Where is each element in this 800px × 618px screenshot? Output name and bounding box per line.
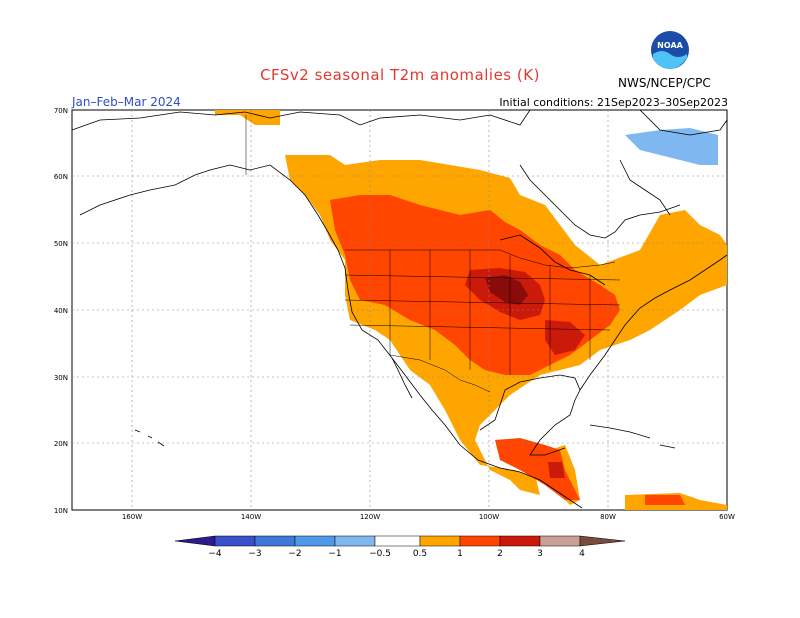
colorbar-label-1: 1: [457, 549, 463, 559]
political-boundaries: [245, 115, 621, 393]
longitude-labels: 160W 140W 120W 100W 80W 60W: [122, 513, 735, 521]
colorbar-label-4: 4: [579, 549, 585, 559]
lon-label-160w: 160W: [122, 513, 142, 521]
noaa-logo-text: NOAA: [657, 41, 683, 50]
colorbar-label-0.5: 0.5: [413, 549, 427, 559]
colorbar-swatch-7: [459, 535, 501, 547]
agency-label: NWS/NCEP/CPC: [618, 76, 711, 90]
anomaly-region-1-2-south: [645, 495, 685, 505]
anomaly-region-neg-0.5-1: [625, 128, 718, 165]
anomaly-region-1-2-mexico: [495, 438, 580, 500]
lat-label-10n: 10N: [54, 507, 68, 515]
colorbar-label-neg2: −2: [288, 549, 301, 559]
lat-label-70n: 70N: [54, 107, 68, 115]
colorbar: −4 −3 −2 −1 −0.5 0.5 1 2 3 4: [174, 535, 626, 559]
colorbar-label-neg0.5: −0.5: [369, 549, 391, 559]
colorbar-swatch-9: [539, 535, 581, 547]
colorbar-label-neg1: −1: [328, 549, 341, 559]
colorbar-swatch-2: [254, 535, 296, 547]
colorbar-label-2: 2: [497, 549, 503, 559]
lon-label-120w: 120W: [360, 513, 380, 521]
colorbar-label-neg4: −4: [208, 549, 222, 559]
initial-conditions-label: Initial conditions: 21Sep2023–30Sep2023: [499, 96, 728, 109]
lat-label-20n: 20N: [54, 440, 68, 448]
lon-label-80w: 80W: [600, 513, 616, 521]
lon-label-100w: 100W: [479, 513, 499, 521]
anomaly-region-3-4: [485, 275, 528, 305]
lat-label-40n: 40N: [54, 307, 68, 315]
anomaly-region-2-3-central-america: [548, 462, 565, 478]
colorbar-arrow-right: [579, 535, 626, 547]
season-label: Jan–Feb–Mar 2024: [72, 95, 181, 109]
map-title: CFSv2 seasonal T2m anomalies (K): [260, 66, 540, 84]
colorbar-label-3: 3: [537, 549, 543, 559]
lon-label-60w: 60W: [719, 513, 735, 521]
anomaly-fields: [215, 110, 727, 510]
colorbar-swatch-3: [294, 535, 336, 547]
colorbar-swatch-5: [374, 535, 421, 547]
colorbar-swatch-8: [499, 535, 541, 547]
colorbar-swatch-1: [214, 535, 256, 547]
colorbar-swatch-4: [334, 535, 376, 547]
lat-label-30n: 30N: [54, 374, 68, 382]
noaa-logo-icon: NOAA: [651, 31, 689, 69]
lon-label-140w: 140W: [241, 513, 261, 521]
lat-label-50n: 50N: [54, 240, 68, 248]
colorbar-arrow-left: [174, 535, 216, 547]
graticule: [72, 110, 727, 510]
lat-label-60n: 60N: [54, 173, 68, 181]
colorbar-label-neg3: −3: [248, 549, 261, 559]
colorbar-swatch-6: [419, 535, 461, 547]
latitude-labels: 70N 60N 50N 40N 30N 20N 10N: [54, 107, 68, 515]
